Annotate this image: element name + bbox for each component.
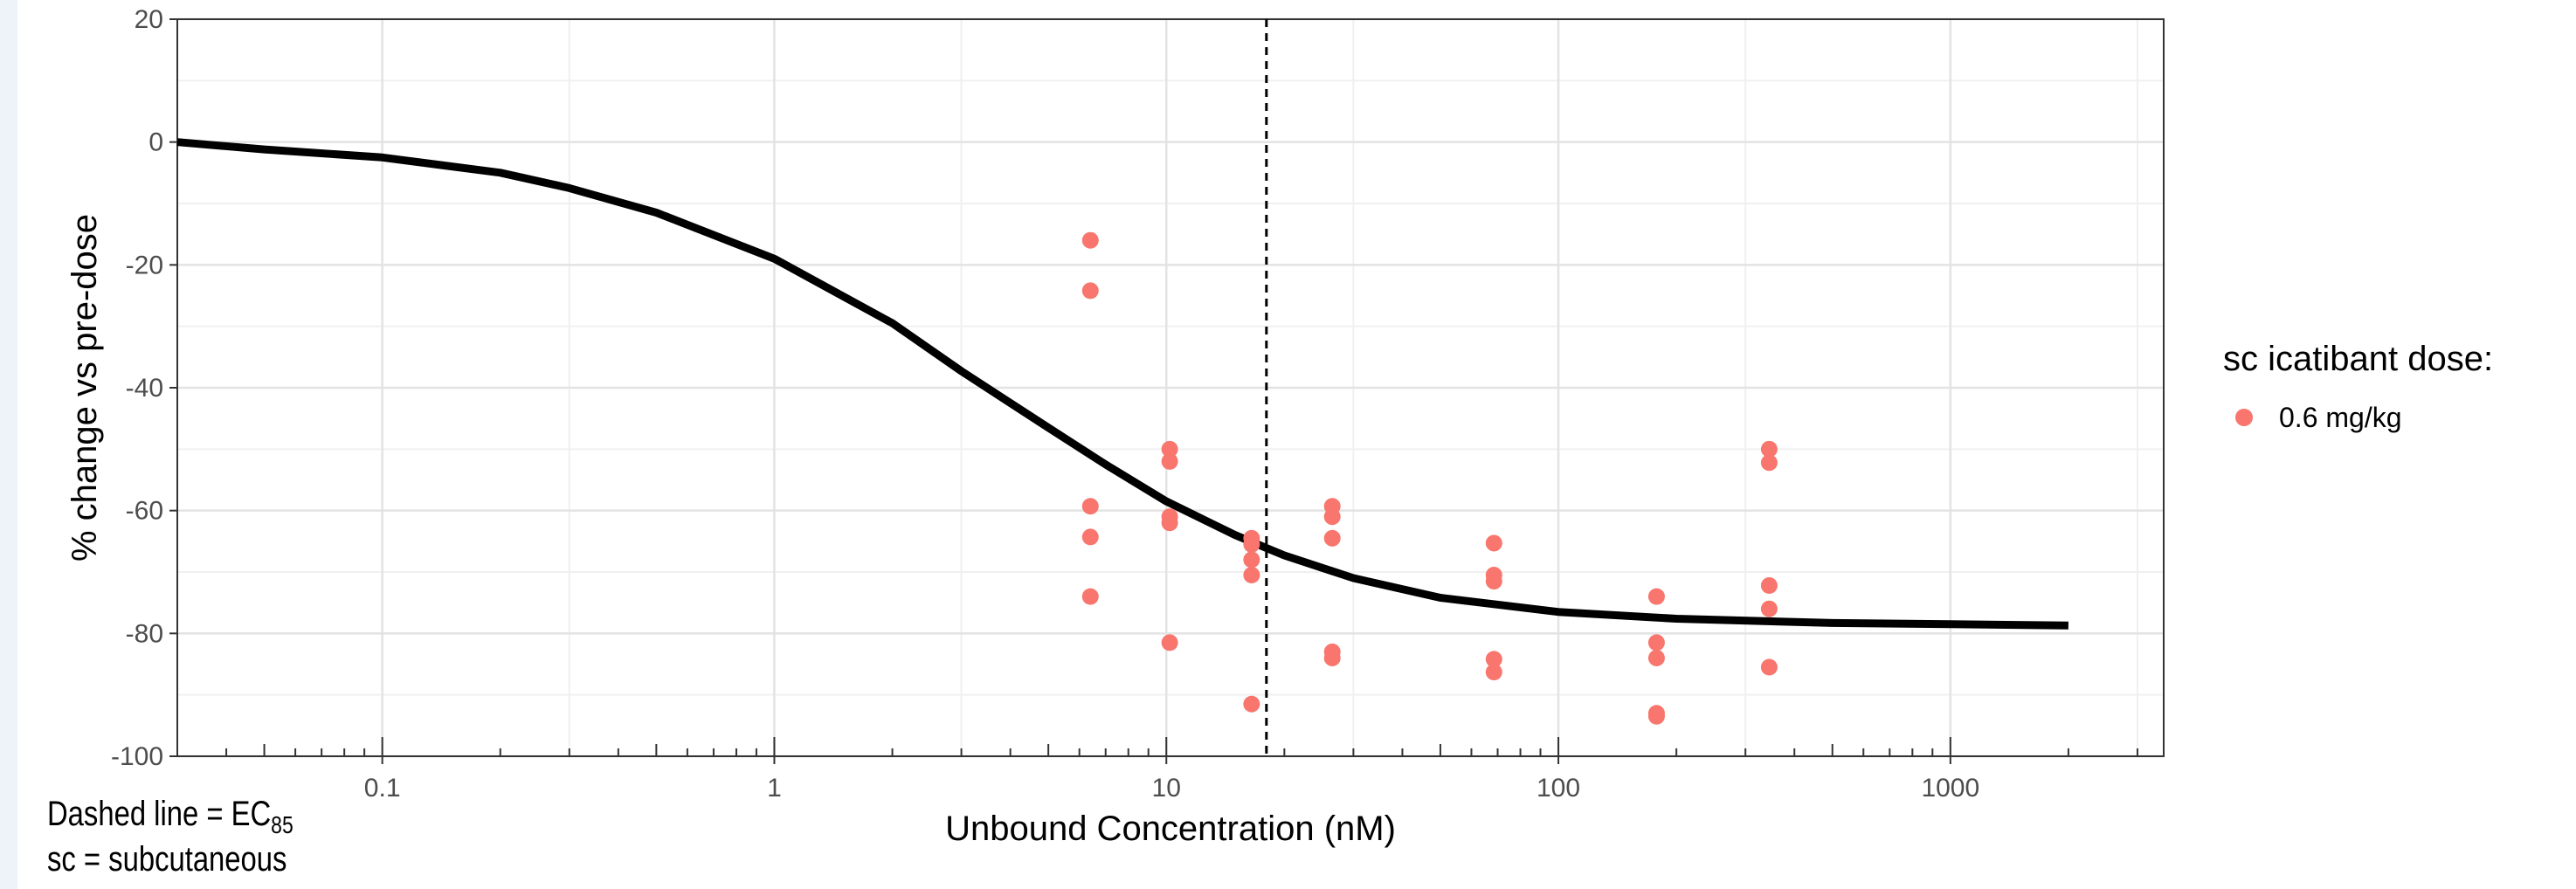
data-point (1760, 440, 1778, 458)
data-point (1647, 588, 1665, 605)
y-tick-label: 0 (148, 128, 163, 157)
x-axis-title: Unbound Concentration (nM) (945, 810, 1396, 848)
legend: sc icatibant dose: 0.6 mg/kg (2223, 340, 2493, 433)
data-point (1485, 651, 1502, 668)
data-point (1760, 658, 1778, 676)
data-point (1647, 707, 1665, 725)
data-point (1323, 649, 1341, 666)
data-point (1323, 529, 1341, 547)
data-point (1243, 695, 1260, 713)
chart: 20 0 -20 -40 -60 -80 -100 0.1 1 10 100 1000 Unbound… (66, 5, 2493, 848)
y-tick-label: -40 (126, 374, 163, 403)
plot-data (176, 19, 2068, 756)
data-point (1081, 528, 1099, 546)
data-point (1760, 454, 1778, 472)
y-axis-title: % change vs pre-dose (66, 214, 104, 562)
data-point (1243, 551, 1260, 569)
y-tick-label: -20 (126, 251, 163, 279)
data-point (1485, 534, 1502, 552)
data-point (1081, 498, 1099, 515)
x-tick-label: 0.1 (364, 774, 401, 803)
footnote-ec85-subscript: 85 (271, 811, 294, 838)
data-point (1243, 535, 1260, 553)
data-point (1081, 282, 1099, 300)
y-tick-label: -80 (126, 619, 163, 648)
legend-key-0.6mgkg (2235, 409, 2253, 426)
data-point (1760, 600, 1778, 617)
x-tick-label: 1 (767, 774, 782, 803)
data-point (1161, 440, 1178, 458)
y-tick-label: 20 (135, 5, 163, 34)
data-point (1647, 649, 1665, 666)
legend-label-0.6mgkg: 0.6 mg/kg (2279, 402, 2402, 433)
y-tick-label: -60 (126, 497, 163, 526)
data-point (1161, 452, 1178, 470)
data-point (1485, 573, 1502, 590)
data-point (1081, 231, 1099, 249)
y-tick-label: -100 (111, 742, 163, 771)
footnote-ec85: Dashed line = EC85 (47, 795, 294, 839)
data-point (1161, 514, 1178, 532)
data-point (1243, 567, 1260, 584)
axes: 20 0 -20 -40 -60 -80 -100 0.1 1 10 100 1000 (111, 5, 2138, 803)
data-point (1485, 664, 1502, 681)
chart-stage: 20 0 -20 -40 -60 -80 -100 0.1 1 10 100 1000 Unbound… (17, 0, 2576, 889)
data-point (1323, 508, 1341, 526)
data-point (1760, 576, 1778, 594)
data-point (1647, 634, 1665, 651)
footnote-ec85-text: Dashed line = EC (47, 795, 272, 833)
legend-title: sc icatibant dose: (2223, 340, 2493, 378)
x-tick-label: 10 (1152, 774, 1181, 803)
data-point (1161, 634, 1178, 651)
data-point (1081, 588, 1099, 605)
x-tick-label: 100 (1537, 774, 1580, 803)
x-tick-label: 1000 (1921, 774, 1979, 803)
fitted-curve (176, 138, 2068, 630)
footnote-sc: sc = subcutaneous (47, 840, 287, 879)
